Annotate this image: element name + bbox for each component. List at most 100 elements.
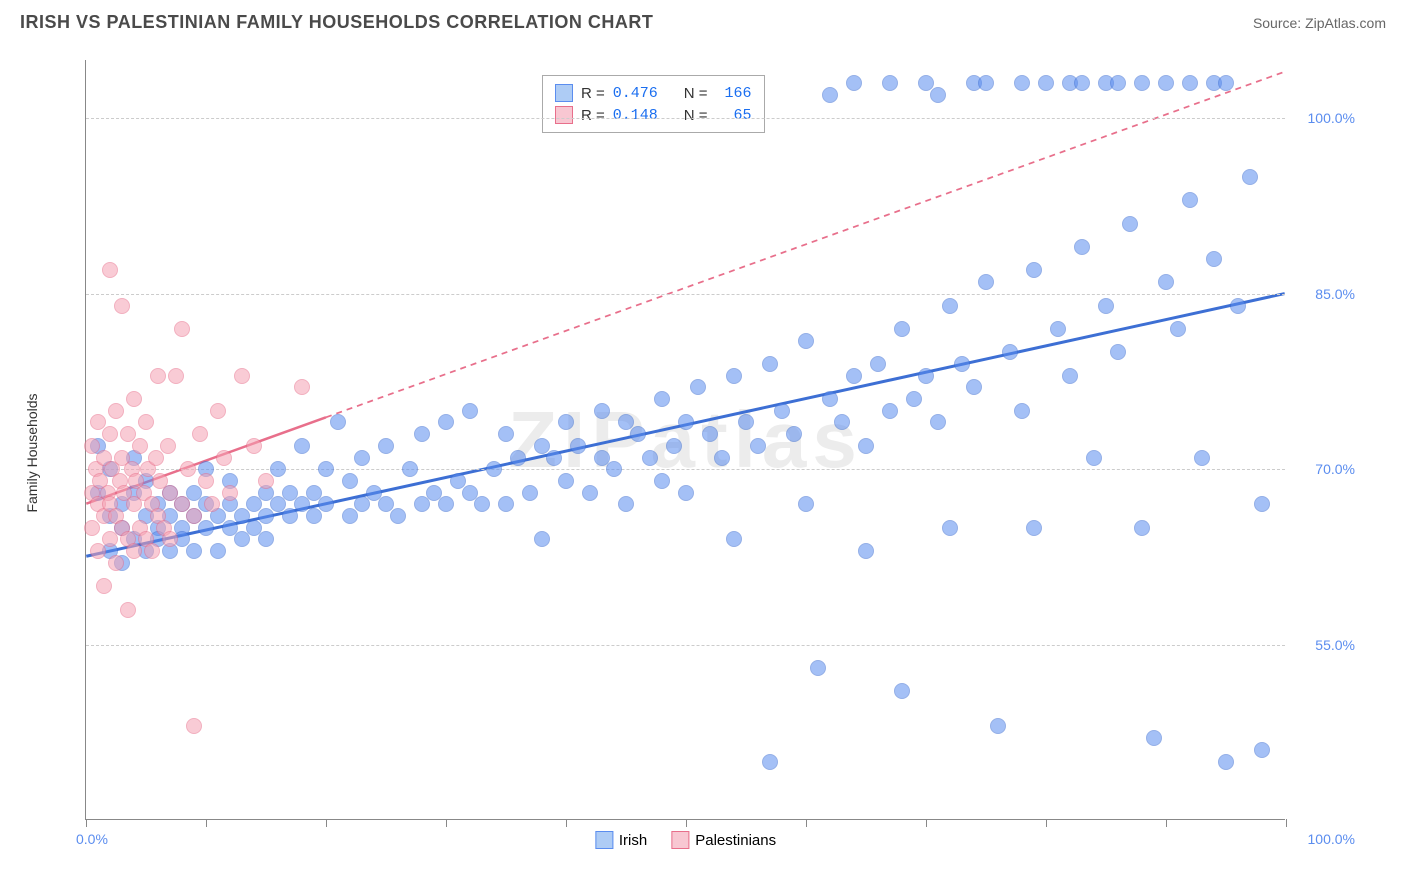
x-tick [1286, 819, 1287, 827]
data-point [654, 391, 670, 407]
stat-n-label: N = [684, 107, 708, 124]
data-point [168, 368, 184, 384]
x-tick [326, 819, 327, 827]
source-value: ZipAtlas.com [1305, 15, 1386, 31]
data-point [666, 438, 682, 454]
data-point [1074, 239, 1090, 255]
data-point [894, 683, 910, 699]
x-tick [1166, 819, 1167, 827]
data-point [210, 543, 226, 559]
data-point [160, 438, 176, 454]
data-point [1194, 450, 1210, 466]
data-point [438, 414, 454, 430]
chart-title: IRISH VS PALESTINIAN FAMILY HOUSEHOLDS C… [20, 12, 653, 33]
data-point [510, 450, 526, 466]
data-point [534, 531, 550, 547]
legend-label: Palestinians [695, 832, 776, 849]
data-point [1014, 75, 1030, 91]
x-tick [686, 819, 687, 827]
data-point [318, 496, 334, 512]
data-point [1206, 251, 1222, 267]
data-point [1182, 75, 1198, 91]
trend-lines-svg [86, 60, 1285, 819]
data-point [846, 75, 862, 91]
data-point [282, 508, 298, 524]
data-point [402, 461, 418, 477]
data-point [234, 368, 250, 384]
data-point [1158, 274, 1174, 290]
data-point [582, 485, 598, 501]
data-point [258, 473, 274, 489]
x-tick [1046, 819, 1047, 827]
source-label: Source: [1253, 15, 1305, 31]
data-point [186, 718, 202, 734]
data-point [882, 75, 898, 91]
data-point [618, 496, 634, 512]
chart-source: Source: ZipAtlas.com [1253, 15, 1386, 31]
trend-line-dashed [326, 72, 1285, 418]
data-point [858, 438, 874, 454]
data-point [144, 543, 160, 559]
data-point [678, 414, 694, 430]
data-point [126, 543, 142, 559]
data-point [726, 531, 742, 547]
data-point [990, 718, 1006, 734]
data-point [1002, 344, 1018, 360]
data-point [1086, 450, 1102, 466]
data-point [474, 496, 490, 512]
data-point [630, 426, 646, 442]
data-point [330, 414, 346, 430]
data-point [138, 414, 154, 430]
data-point [270, 461, 286, 477]
data-point [102, 262, 118, 278]
data-point [654, 473, 670, 489]
data-point [108, 555, 124, 571]
stat-n-label: N = [684, 85, 708, 102]
data-point [522, 485, 538, 501]
data-point [930, 87, 946, 103]
data-point [1074, 75, 1090, 91]
y-tick-label: 55.0% [1315, 637, 1355, 653]
data-point [114, 298, 130, 314]
data-point [678, 485, 694, 501]
data-point [930, 414, 946, 430]
legend-swatch [555, 84, 573, 102]
x-tick [926, 819, 927, 827]
data-point [318, 461, 334, 477]
data-point [1110, 75, 1126, 91]
series-legend: Irish Palestinians [595, 831, 776, 849]
data-point [390, 508, 406, 524]
data-point [1242, 169, 1258, 185]
chart-container: Family Households ZIPatlas R =0.476N =16… [60, 50, 1370, 840]
gridline [86, 645, 1285, 646]
data-point [198, 520, 214, 536]
data-point [702, 426, 718, 442]
data-point [414, 426, 430, 442]
legend-swatch [671, 831, 689, 849]
stat-r-value: 0.148 [613, 107, 658, 124]
data-point [570, 438, 586, 454]
x-axis-label-min: 0.0% [76, 831, 108, 847]
x-axis-label-max: 100.0% [1308, 831, 1355, 847]
data-point [354, 496, 370, 512]
chart-header: IRISH VS PALESTINIAN FAMILY HOUSEHOLDS C… [0, 0, 1406, 41]
data-point [438, 496, 454, 512]
data-point [258, 508, 274, 524]
data-point [174, 321, 190, 337]
data-point [1098, 298, 1114, 314]
data-point [498, 496, 514, 512]
data-point [1038, 75, 1054, 91]
data-point [1218, 754, 1234, 770]
data-point [798, 333, 814, 349]
data-point [342, 473, 358, 489]
data-point [546, 450, 562, 466]
data-point [1050, 321, 1066, 337]
stat-r-value: 0.476 [613, 85, 658, 102]
stats-legend-row: R =0.148N =65 [555, 104, 752, 126]
data-point [1230, 298, 1246, 314]
data-point [126, 391, 142, 407]
data-point [498, 426, 514, 442]
legend-item: Irish [595, 831, 647, 849]
data-point [882, 403, 898, 419]
gridline [86, 294, 1285, 295]
